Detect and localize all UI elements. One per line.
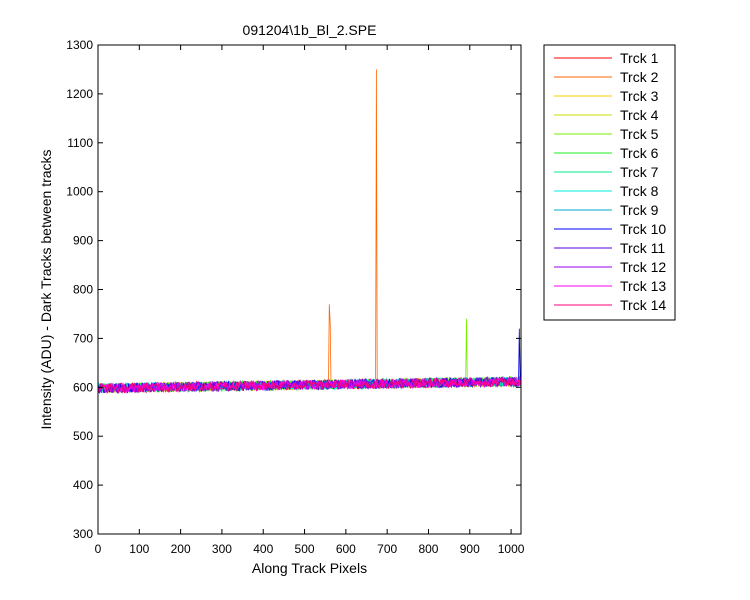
x-tick-label: 800 bbox=[418, 542, 438, 556]
legend-label: Trck 8 bbox=[620, 183, 659, 199]
x-tick-label: 600 bbox=[336, 542, 356, 556]
series-line bbox=[98, 328, 522, 395]
series-line bbox=[97, 376, 522, 394]
x-tick-label: 400 bbox=[253, 542, 273, 556]
y-axis-label: Intensity (ADU) - Dark Tracks between tr… bbox=[38, 149, 54, 429]
y-tick-label: 600 bbox=[73, 380, 93, 394]
x-tick-label: 200 bbox=[171, 542, 191, 556]
y-tick-label: 500 bbox=[73, 429, 93, 443]
legend: Trck 1 Trck 2 Trck 3 Trck 4 Trck 5 Trck 6 Trck… bbox=[543, 44, 676, 321]
y-tick-label: 1200 bbox=[66, 87, 93, 101]
x-tick-label: 900 bbox=[460, 542, 480, 556]
y-tick-label: 1300 bbox=[66, 38, 93, 52]
legend-label: Trck 12 bbox=[620, 259, 666, 275]
x-tick-label: 500 bbox=[295, 542, 315, 556]
axis-ticks: 0 100 200 300 400 500 600 700 800 900 1000 300 400 50… bbox=[66, 38, 524, 556]
y-tick-label: 800 bbox=[73, 283, 93, 297]
legend-box bbox=[543, 44, 676, 321]
legend-label: Trck 9 bbox=[620, 202, 659, 218]
chart-title: 091204\1b_Bl_2.SPE bbox=[243, 22, 377, 38]
y-tick-label: 700 bbox=[73, 331, 93, 345]
x-tick-label: 700 bbox=[377, 542, 397, 556]
x-tick-label: 0 bbox=[95, 542, 102, 556]
legend-label: Trck 11 bbox=[620, 240, 665, 256]
legend-label: Trck 7 bbox=[620, 164, 659, 180]
legend-label: Trck 6 bbox=[620, 145, 659, 161]
legend-label: Trck 5 bbox=[620, 126, 659, 142]
x-tick-label: 300 bbox=[212, 542, 232, 556]
legend-label: Trck 14 bbox=[620, 297, 666, 313]
y-tick-label: 1000 bbox=[66, 185, 93, 199]
legend-label: Trck 1 bbox=[620, 50, 659, 66]
legend-label: Trck 3 bbox=[620, 88, 659, 104]
series-layer bbox=[97, 69, 522, 395]
y-tick-label: 900 bbox=[73, 234, 93, 248]
x-tick-label: 1000 bbox=[498, 542, 525, 556]
x-tick-label: 100 bbox=[129, 542, 149, 556]
y-tick-label: 300 bbox=[73, 527, 93, 541]
legend-label: Trck 4 bbox=[620, 107, 659, 123]
plot-area bbox=[98, 45, 521, 534]
x-axis-label: Along Track Pixels bbox=[252, 560, 367, 576]
y-tick-label: 1100 bbox=[67, 136, 93, 150]
y-tick-label: 400 bbox=[73, 478, 93, 492]
legend-label: Trck 10 bbox=[620, 221, 666, 237]
legend-label: Trck 13 bbox=[620, 278, 666, 294]
legend-label: Trck 2 bbox=[620, 69, 659, 85]
